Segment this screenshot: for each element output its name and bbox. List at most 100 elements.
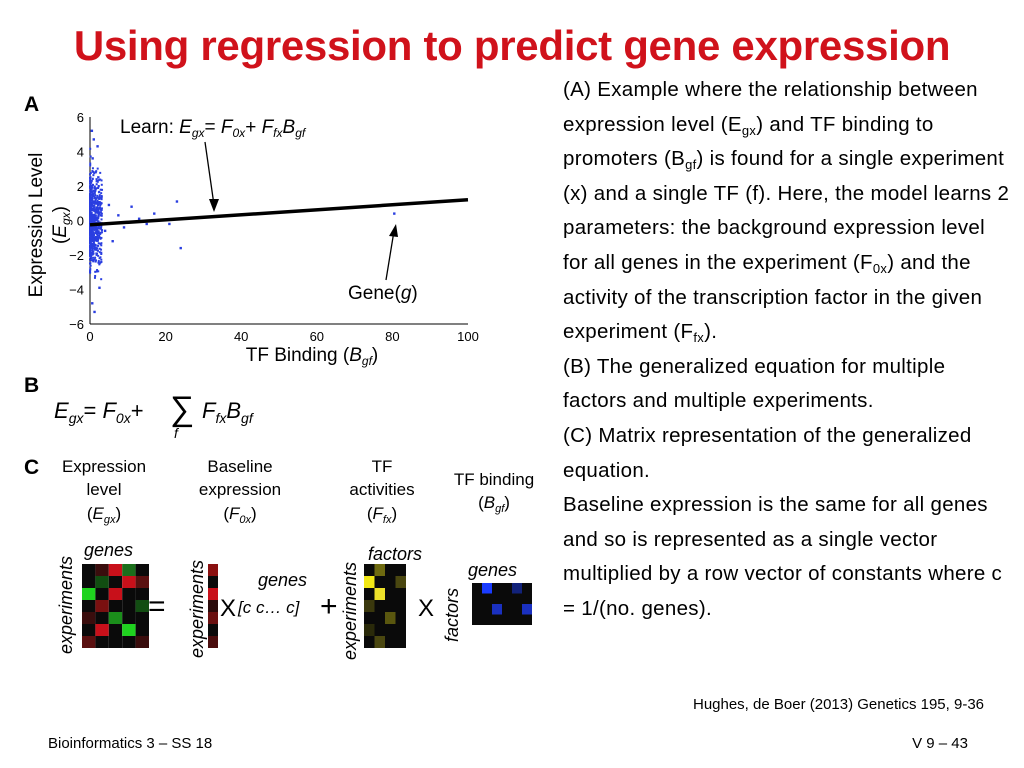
heatmap-cell xyxy=(122,588,136,600)
scatter-point xyxy=(94,243,97,246)
scatter-point xyxy=(97,179,100,182)
heatmap-cell xyxy=(512,593,522,604)
scatter-point xyxy=(98,206,101,209)
scatter-point xyxy=(91,245,94,248)
matrix-diagram: Expression level (Egx) Baseline expressi… xyxy=(56,457,534,660)
regression-line xyxy=(89,198,469,227)
heatmap-cell xyxy=(122,564,136,576)
scatter-point xyxy=(96,239,99,242)
scatter-point xyxy=(92,260,95,263)
scatter-point xyxy=(98,263,101,266)
scatter-point xyxy=(89,202,92,205)
heatmap-cell xyxy=(385,612,396,624)
heatmap-cell xyxy=(108,588,123,600)
scatter-point xyxy=(92,231,95,234)
scatter-point xyxy=(98,225,101,228)
heatmap-cell xyxy=(385,624,396,636)
genes-label-3: genes xyxy=(468,560,517,580)
scatter-point xyxy=(91,249,94,252)
heatmap-cell xyxy=(374,624,385,636)
heatmap-cell xyxy=(395,588,406,600)
scatter-point xyxy=(93,258,96,261)
y-tick-label: 0 xyxy=(77,214,84,229)
scatter-point xyxy=(95,180,98,183)
scatter-point xyxy=(91,178,94,181)
scatter-point xyxy=(92,201,95,204)
scatter-point xyxy=(100,231,103,234)
scatter-point xyxy=(90,129,94,132)
scatter-point xyxy=(89,242,92,245)
panel-a-letter: A xyxy=(24,93,40,116)
scatter-point xyxy=(89,233,92,236)
scatter-point xyxy=(99,256,102,259)
scatter-point xyxy=(94,197,97,200)
scatter-point xyxy=(89,268,92,271)
scatter-point xyxy=(95,248,98,251)
heatmap-cell xyxy=(482,583,492,594)
scatter-point xyxy=(95,247,98,250)
heatmap-cell xyxy=(492,593,502,604)
scatter-point xyxy=(92,194,95,197)
scatter-point xyxy=(89,162,92,165)
scatter-point xyxy=(99,231,102,234)
heatmap-cell xyxy=(385,576,396,588)
scatter-point xyxy=(98,247,101,250)
header-baseline: Baseline xyxy=(207,457,272,476)
scatter-point xyxy=(100,214,103,217)
scatter-point xyxy=(96,247,99,250)
heatmap-cell xyxy=(482,604,492,615)
scatter-point xyxy=(175,200,179,203)
scatter-point xyxy=(94,256,97,259)
scatter-point xyxy=(99,261,102,264)
scatter-point xyxy=(95,207,98,210)
scatter-point xyxy=(96,206,99,209)
scatter-point xyxy=(89,182,92,185)
scatter-point xyxy=(93,216,96,219)
heatmap-cell xyxy=(395,624,406,636)
scatter-point xyxy=(99,204,102,207)
heatmap-cell xyxy=(512,583,522,594)
scatter-point xyxy=(99,214,102,217)
heatmap-cell xyxy=(395,564,406,576)
heatmap-cell xyxy=(95,576,109,588)
scatter-point xyxy=(92,250,95,253)
scatter-point xyxy=(98,234,101,237)
scatter-point xyxy=(89,230,92,233)
scatter-point xyxy=(91,167,94,170)
heatmap-cell xyxy=(364,588,375,600)
scatter-point xyxy=(94,196,97,199)
heatmap-cell xyxy=(108,576,123,588)
scatter-point xyxy=(89,244,92,247)
scatter-point xyxy=(98,251,101,254)
heatmap-cell xyxy=(95,588,109,600)
scatter-point xyxy=(96,249,99,252)
heatmap-cell xyxy=(208,624,218,636)
scatter-point xyxy=(89,270,92,273)
scatter-point xyxy=(89,207,92,210)
factors-label-2: factors xyxy=(442,588,462,642)
heatmap-cell xyxy=(135,624,149,636)
learn-arrowhead xyxy=(209,199,219,212)
scatter-point xyxy=(130,205,133,208)
scatter-point xyxy=(98,190,101,193)
x-tick-label: 80 xyxy=(385,329,399,344)
scatter-point xyxy=(89,176,92,179)
heatmap-cell xyxy=(208,600,218,612)
scatter-point xyxy=(90,232,93,235)
heatmap-cell xyxy=(95,636,109,648)
x-tick-label: 0 xyxy=(86,329,93,344)
heatmap-cell xyxy=(395,612,406,624)
svg-text:∑: ∑ xyxy=(170,390,194,428)
scatter-point xyxy=(98,194,101,197)
scatter-point xyxy=(89,206,92,209)
scatter-point xyxy=(97,254,100,257)
heatmap-cell xyxy=(374,612,385,624)
scatter-point xyxy=(98,195,101,198)
scatter-point xyxy=(101,188,104,191)
heatmap-cell xyxy=(385,564,396,576)
scatter-point xyxy=(97,201,100,204)
heatmap-cell xyxy=(108,564,123,576)
scatter-point xyxy=(89,267,92,270)
scatter-point xyxy=(89,264,92,267)
footer-course: Bioinformatics 3 – SS 18 xyxy=(48,735,213,752)
